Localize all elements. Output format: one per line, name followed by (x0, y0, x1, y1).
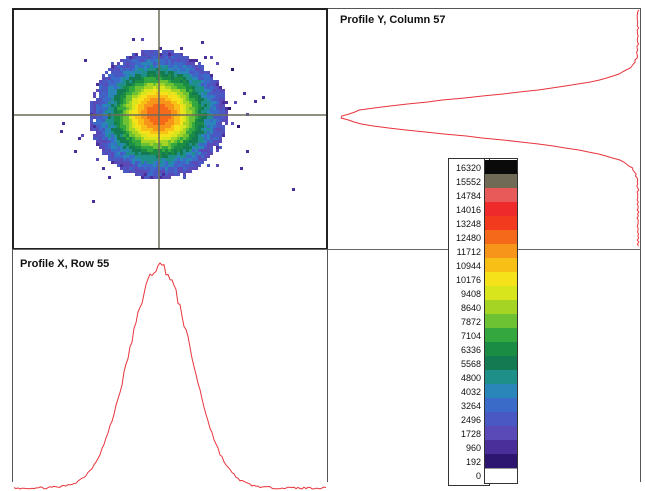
color-scale-label: 960 (465, 443, 481, 453)
color-scale-label: 13248 (455, 219, 481, 229)
color-scale-level: 15552 (449, 175, 489, 189)
color-scale-level: 8640 (449, 301, 489, 315)
color-scale-level: 13248 (449, 217, 489, 231)
color-scale-swatch (484, 384, 518, 398)
profile-y-title: Profile Y, Column 57 (340, 14, 446, 26)
color-scale-label: 4800 (460, 373, 481, 383)
color-scale-swatch (484, 328, 518, 342)
color-scale-swatch (484, 454, 518, 468)
color-scale-level: 16320 (449, 161, 489, 175)
color-scale-level: 4800 (449, 371, 489, 385)
color-scale-swatch (484, 314, 518, 328)
color-scale-label: 8640 (460, 303, 481, 313)
color-scale-swatch (484, 412, 518, 426)
color-scale-label: 9408 (460, 289, 481, 299)
color-scale-label: 10944 (455, 261, 481, 271)
color-scale-level: 960 (449, 441, 489, 455)
beam-spot-heatmap (60, 38, 295, 203)
color-scale-label: 6336 (460, 345, 481, 355)
color-scale-label: 15552 (455, 177, 481, 187)
color-scale-label: 10176 (455, 275, 481, 285)
color-scale-swatch (484, 342, 518, 356)
color-scale-label: 12480 (455, 233, 481, 243)
color-scale-level: 14016 (449, 203, 489, 217)
color-scale-swatch (484, 356, 518, 370)
color-scale-label: 2496 (460, 415, 481, 425)
profile-y-panel (328, 8, 641, 250)
color-scale-swatch (484, 188, 518, 202)
color-scale-swatch (484, 216, 518, 230)
color-scale-swatch (484, 286, 518, 300)
color-scale-swatch (484, 230, 518, 244)
color-scale-swatch (484, 398, 518, 412)
profile-x-panel (12, 250, 328, 482)
color-scale-swatch (484, 244, 518, 258)
color-scale-level: 7104 (449, 329, 489, 343)
color-scale-level: 2496 (449, 413, 489, 427)
color-scale-level: 4032 (449, 385, 489, 399)
color-scale-level: 12480 (449, 231, 489, 245)
color-scale-label: 11712 (456, 247, 481, 257)
color-scale-level: 1728 (449, 427, 489, 441)
color-scale-label: 5568 (460, 359, 481, 369)
color-scale-level: 7872 (449, 315, 489, 329)
color-scale-swatch (484, 440, 518, 454)
color-scale-label: 14016 (455, 205, 481, 215)
color-scale-level: 192 (449, 455, 489, 469)
panel-divider (12, 249, 641, 250)
color-scale-level: 10176 (449, 273, 489, 287)
color-scale-label: 4032 (460, 387, 481, 397)
profile-x-title: Profile X, Row 55 (20, 258, 110, 270)
color-scale-swatch (484, 426, 518, 440)
color-scale-label: 16320 (455, 163, 481, 173)
color-scale-swatch (484, 202, 518, 216)
color-scale-level: 6336 (449, 343, 489, 357)
color-scale-level: 10944 (449, 259, 489, 273)
color-scale-label: 7104 (460, 331, 481, 341)
empty-panel (328, 250, 641, 482)
color-scale-level: 14784 (449, 189, 489, 203)
color-scale-level: 9408 (449, 287, 489, 301)
color-scale-label: 0 (475, 471, 481, 481)
color-scale-swatch (484, 272, 518, 286)
color-scale-level: 5568 (449, 357, 489, 371)
color-scale-label: 7872 (460, 317, 481, 327)
color-scale-swatch (484, 300, 518, 314)
color-scale-level: 0 (449, 469, 489, 483)
color-scale-level: 11712 (449, 245, 489, 259)
profile-y-curve (340, 9, 640, 247)
color-scale-label: 14784 (455, 191, 481, 201)
color-scale-legend: 16320 15552 14784 14016 13248 12480 11712 10944… (448, 158, 490, 486)
color-scale-label: 192 (465, 457, 481, 467)
color-scale-swatch (484, 174, 518, 188)
color-scale-swatch (484, 258, 518, 272)
profile-x-curve (13, 262, 327, 490)
color-scale-level: 3264 (449, 399, 489, 413)
color-scale-swatch (484, 468, 518, 483)
color-scale-swatch-border (484, 158, 518, 484)
color-scale-label: 1728 (460, 429, 481, 439)
color-scale-swatch (484, 370, 518, 384)
color-scale-label: 3264 (460, 401, 481, 411)
color-scale-swatch (484, 160, 518, 174)
